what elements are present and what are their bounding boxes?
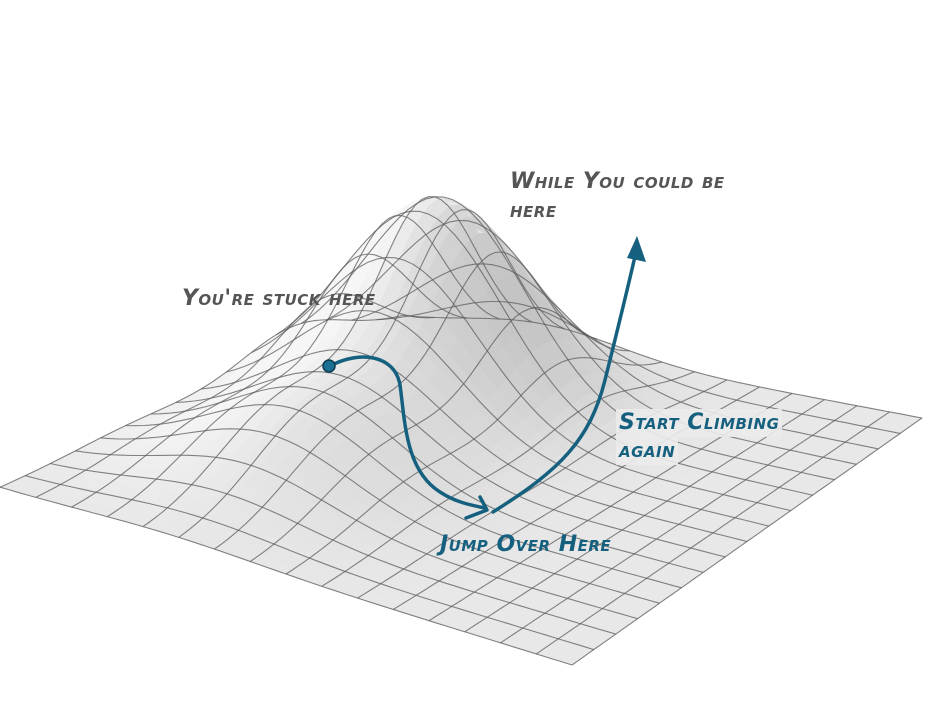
grid-line-v xyxy=(214,251,598,550)
climb-path xyxy=(322,236,646,520)
valley-arrowhead-icon xyxy=(464,495,489,520)
grid-line-v xyxy=(142,196,533,528)
start-marker-icon xyxy=(322,359,336,373)
grid-line-v xyxy=(535,411,890,655)
climb-annotation-line1: Start Climbing xyxy=(616,409,783,437)
peak-arrowhead-icon xyxy=(627,236,646,262)
peak-annotation-line2: here xyxy=(510,198,557,223)
jump-annotation: Jump Over Here xyxy=(440,532,612,557)
peak-annotation-line1: While You could be xyxy=(510,169,725,194)
grid-line-v xyxy=(357,379,728,599)
grid-line-v xyxy=(107,214,500,518)
stuck-annotation: You're stuck here xyxy=(182,286,376,311)
grid-line-v xyxy=(285,357,663,575)
grid-line-v xyxy=(500,405,858,644)
grid-line-v xyxy=(249,307,630,562)
grid-line-v xyxy=(571,417,923,666)
grid-line-v xyxy=(71,253,468,508)
grid-line-v xyxy=(464,399,825,633)
grid-line-v xyxy=(321,371,695,587)
grid-line-v xyxy=(35,293,435,498)
path-to-valley xyxy=(328,355,487,510)
path-to-peak xyxy=(491,250,638,514)
climb-annotation-line2: again xyxy=(616,437,679,465)
surface-grid xyxy=(0,196,923,666)
grid-line-v xyxy=(0,314,403,488)
